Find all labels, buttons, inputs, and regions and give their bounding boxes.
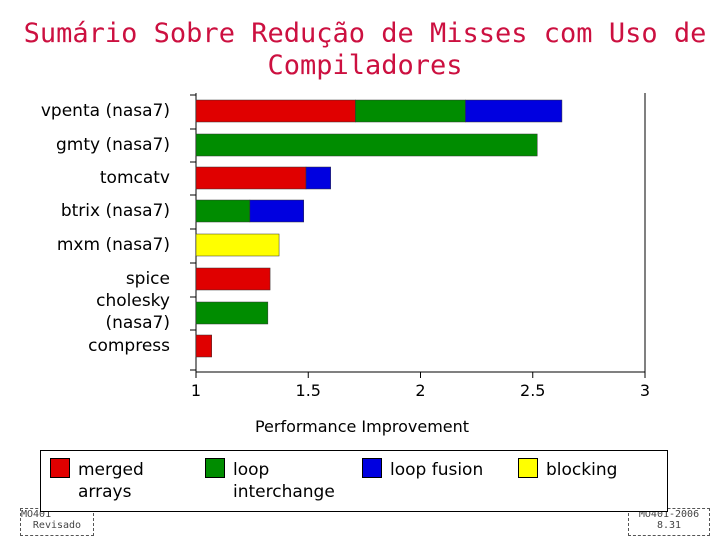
- bar-segment: [195, 133, 538, 157]
- x-axis-label: Performance Improvement: [255, 417, 469, 436]
- x-tick-label: 1: [191, 381, 201, 400]
- bar-segment: [195, 166, 307, 190]
- bar-segment: [465, 99, 563, 123]
- y-tick-label: cholesky (nasa7): [96, 291, 170, 333]
- y-tick-label: compress: [88, 336, 170, 356]
- bar-segment: [305, 166, 331, 190]
- footer-right-sub: 8.31: [656, 520, 682, 531]
- title: Sumário Sobre Redução de Misses com Uso …: [23, 18, 707, 81]
- y-tick-label: tomcatv: [99, 168, 170, 188]
- footer-right-text: MO401-2006: [638, 509, 700, 520]
- bar-segment: [195, 301, 269, 325]
- bar-segment: [355, 99, 466, 123]
- bar-segment: [195, 199, 251, 223]
- legend-label: loop interchange: [233, 460, 335, 502]
- legend-label: merged arrays: [78, 460, 144, 502]
- legend-swatch: [518, 458, 538, 478]
- y-tick-label: mxm (nasa7): [56, 235, 170, 255]
- legend-swatch: [50, 458, 70, 478]
- legend-swatch: [205, 458, 225, 478]
- bar-segment: [249, 199, 305, 223]
- y-tick-label: btrix (nasa7): [60, 201, 170, 221]
- x-tick-label: 2: [415, 381, 425, 400]
- x-tick-label: 2.5: [520, 381, 545, 400]
- y-tick-label: gmty (nasa7): [55, 135, 170, 155]
- bar-segment: [195, 233, 280, 257]
- legend-label: blocking: [546, 460, 618, 480]
- footer-left-text: MO401: [21, 509, 52, 520]
- bar-segment: [195, 267, 271, 291]
- x-tick-label: 1.5: [296, 381, 321, 400]
- legend-swatch: [362, 458, 382, 478]
- y-tick-label: vpenta (nasa7): [40, 101, 170, 121]
- footer-right: MO401-2006 8.31: [628, 508, 710, 536]
- legend: [40, 450, 668, 512]
- footer-left-sub: Revisado: [32, 520, 82, 531]
- bar-segment: [195, 334, 212, 358]
- y-tick-label: spice: [125, 269, 170, 289]
- legend-label: loop fusion: [390, 460, 484, 480]
- x-tick-label: 3: [640, 381, 650, 400]
- bar-segment: [195, 99, 356, 123]
